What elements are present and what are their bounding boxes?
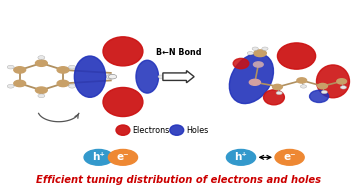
Circle shape — [35, 60, 47, 66]
Circle shape — [38, 94, 45, 98]
Ellipse shape — [103, 37, 143, 66]
Circle shape — [57, 80, 69, 87]
Circle shape — [38, 56, 45, 59]
Ellipse shape — [229, 53, 273, 104]
Circle shape — [253, 62, 263, 67]
Circle shape — [247, 52, 253, 55]
Circle shape — [158, 75, 164, 78]
Ellipse shape — [277, 43, 316, 69]
Circle shape — [276, 91, 282, 95]
Circle shape — [275, 149, 304, 165]
Circle shape — [340, 86, 347, 89]
Circle shape — [337, 79, 347, 84]
Circle shape — [14, 67, 26, 73]
Circle shape — [57, 67, 69, 73]
Circle shape — [254, 50, 266, 57]
Circle shape — [321, 90, 327, 94]
Text: e⁻: e⁻ — [283, 152, 296, 162]
Ellipse shape — [170, 125, 184, 135]
Circle shape — [69, 84, 76, 88]
Circle shape — [106, 74, 115, 79]
Ellipse shape — [263, 90, 285, 105]
Ellipse shape — [233, 58, 249, 69]
Circle shape — [249, 79, 260, 85]
Circle shape — [300, 85, 307, 88]
Ellipse shape — [136, 60, 159, 93]
Circle shape — [7, 84, 14, 88]
Text: h⁺: h⁺ — [92, 152, 105, 162]
Circle shape — [84, 149, 113, 165]
Text: Electrons: Electrons — [133, 126, 170, 135]
Text: e⁻: e⁻ — [117, 152, 129, 162]
Circle shape — [69, 65, 76, 69]
Circle shape — [109, 149, 137, 165]
Ellipse shape — [317, 65, 350, 98]
Circle shape — [297, 78, 307, 83]
Circle shape — [262, 47, 268, 50]
Ellipse shape — [116, 125, 130, 135]
Ellipse shape — [310, 90, 329, 102]
FancyArrow shape — [163, 70, 194, 83]
Circle shape — [273, 84, 282, 90]
Circle shape — [7, 65, 14, 69]
Circle shape — [226, 149, 256, 165]
Circle shape — [252, 47, 258, 50]
Text: Efficient tuning distribution of electrons and holes: Efficient tuning distribution of electro… — [36, 175, 321, 184]
Ellipse shape — [103, 88, 143, 117]
Circle shape — [318, 83, 327, 89]
Circle shape — [109, 74, 117, 79]
Circle shape — [35, 87, 47, 93]
Circle shape — [14, 80, 26, 87]
Ellipse shape — [74, 56, 106, 97]
Text: B←N Bond: B←N Bond — [156, 48, 201, 57]
Text: Holes: Holes — [186, 126, 209, 135]
Text: h⁺: h⁺ — [235, 152, 247, 162]
